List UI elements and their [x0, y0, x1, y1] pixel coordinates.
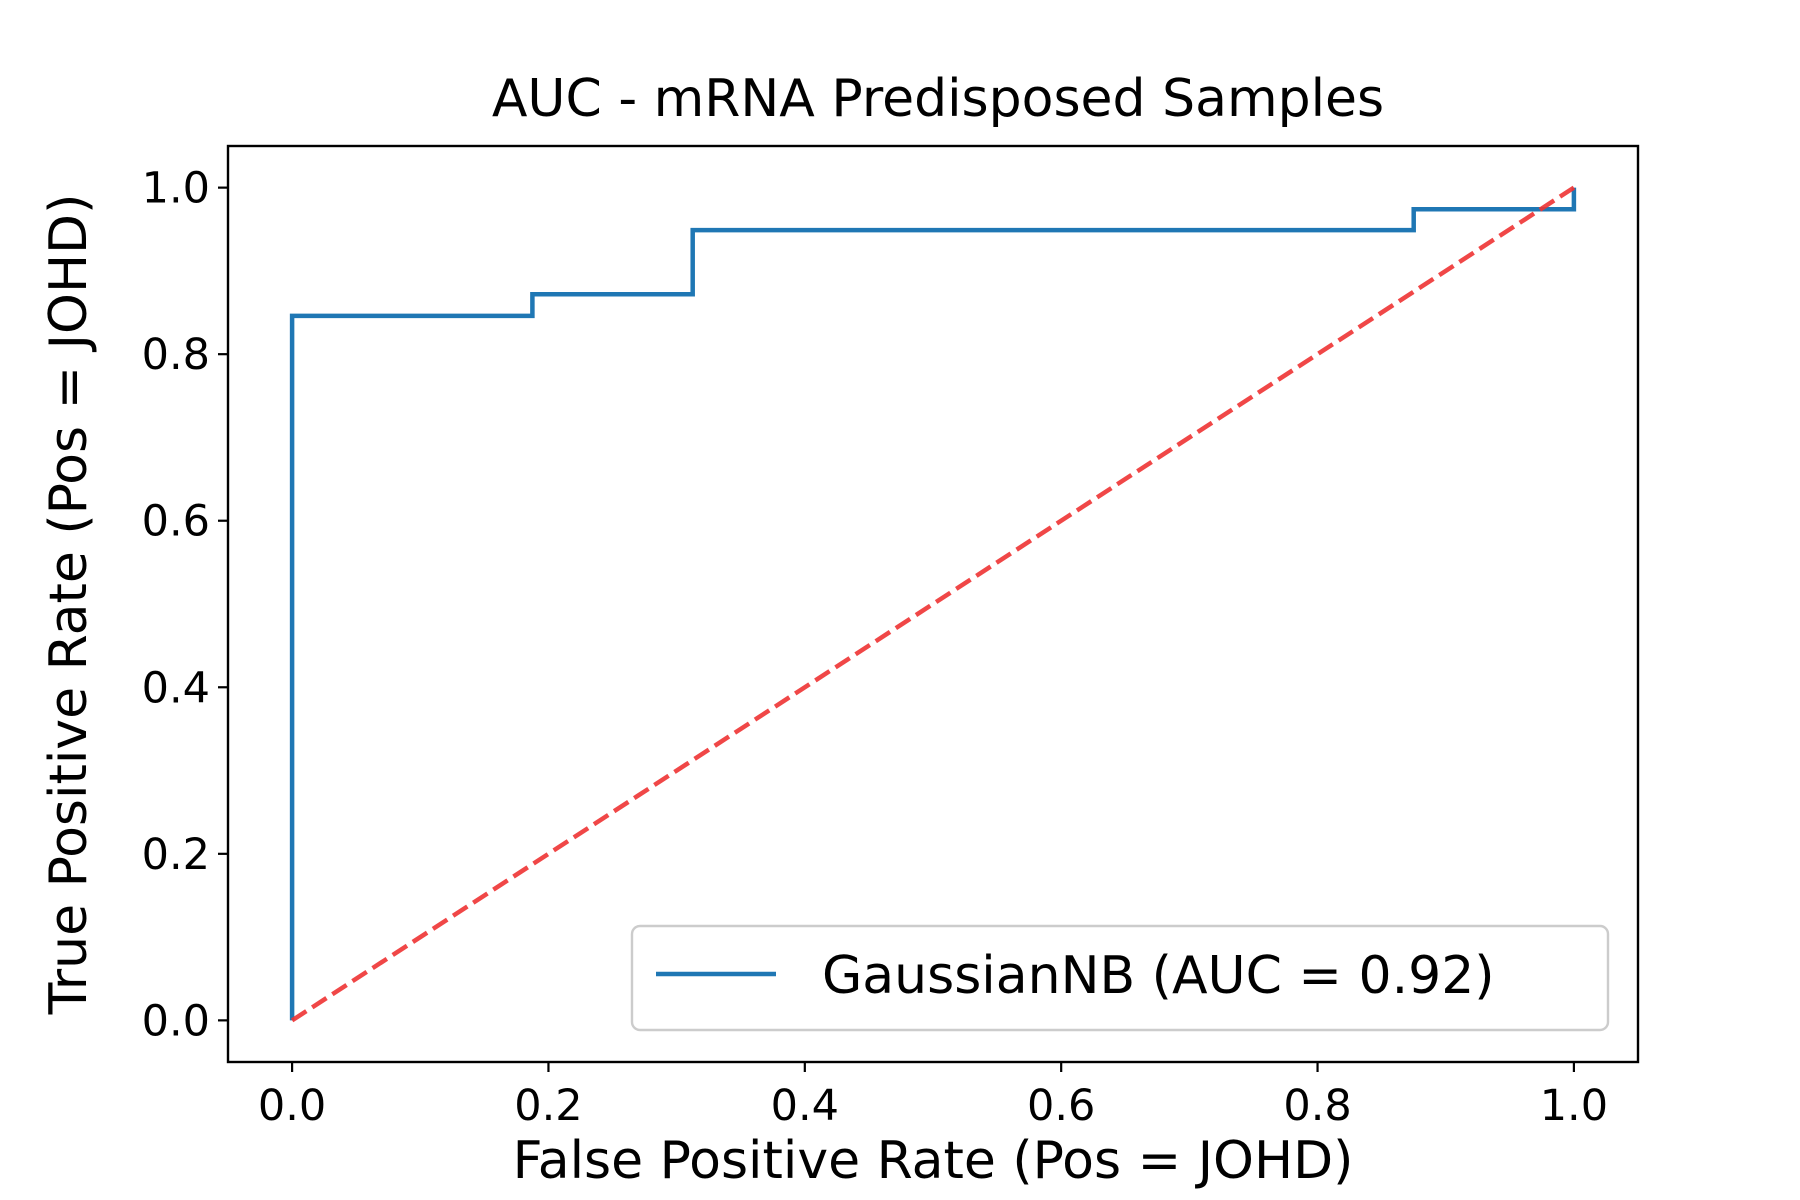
axes-frame: [226, 144, 1640, 1064]
x-ticks: 0.0 0.2 0.4 0.6 0.8 1.0: [258, 1062, 1608, 1131]
legend-label: GaussianNB (AUC = 0.92): [822, 946, 1495, 1006]
x-tick-label: 0.0: [258, 1081, 326, 1131]
series-layer: [289, 185, 1577, 1023]
y-tick-label: 0.4: [142, 663, 210, 713]
y-tick-label: 0.0: [142, 996, 210, 1046]
y-tick-label: 0.6: [142, 497, 210, 547]
y-ticks: 0.0 0.2 0.4 0.6 0.8 1.0: [142, 164, 228, 1046]
y-tick-label: 0.2: [142, 830, 210, 880]
x-axis-label: False Positive Rate (Pos = JOHD): [513, 1131, 1354, 1191]
chart-title: AUC - mRNA Predisposed Samples: [492, 69, 1384, 129]
x-tick-label: 0.4: [771, 1081, 839, 1131]
x-tick-label: 0.8: [1283, 1081, 1351, 1131]
y-tick-label: 1.0: [142, 164, 210, 214]
x-tick-label: 0.6: [1027, 1081, 1095, 1131]
roc-curve-line: [289, 187, 1577, 1021]
x-tick-label: 0.2: [514, 1081, 582, 1131]
plot-area: 0.0 0.2 0.4 0.6 0.8 1.0 0.0 0.2 0.4 0.6 0.8 1.0: [142, 144, 1640, 1131]
legend: GaussianNB (AUC = 0.92): [630, 924, 1610, 1032]
chance-diagonal-line: [290, 185, 1576, 1023]
x-tick-label: 1.0: [1540, 1081, 1608, 1131]
legend-box: [630, 924, 1610, 1032]
y-tick-label: 0.8: [142, 330, 210, 380]
y-axis-label: True Positive Rate (Pos = JOHD): [39, 194, 99, 1016]
